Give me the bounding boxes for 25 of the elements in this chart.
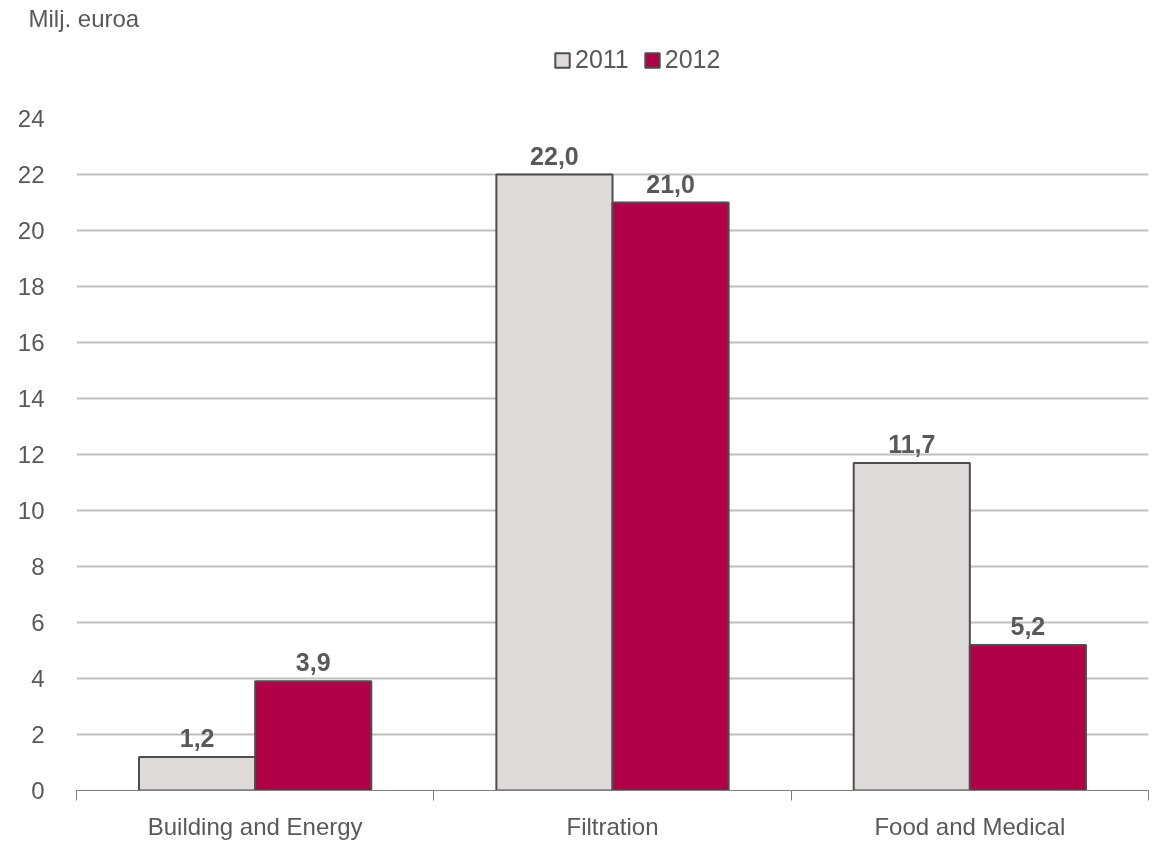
y-tick-label: 12 — [17, 441, 45, 468]
legend-label: 2012 — [664, 45, 721, 74]
y-tick-label: 24 — [17, 105, 45, 132]
x-tick-label: Building and Energy — [147, 812, 363, 840]
data-label: 3,9 — [295, 648, 331, 677]
data-label: 21,0 — [646, 169, 695, 198]
data-label: 22,0 — [530, 141, 579, 170]
data-label: 5,2 — [1010, 611, 1046, 640]
y-tick-label: 6 — [31, 609, 45, 636]
x-tick-label: Food and Medical — [874, 812, 1066, 840]
y-tick-label: 8 — [31, 553, 45, 580]
y-tick-label: 2 — [31, 721, 45, 748]
y-tick-label: 0 — [31, 777, 45, 804]
data-label: 11,7 — [888, 429, 936, 458]
legend-label: 2011 — [575, 45, 629, 74]
y-tick-label: 4 — [31, 665, 45, 692]
y-tick-label: 18 — [17, 273, 45, 300]
y-tick-label: 22 — [17, 161, 45, 188]
y-tick-label: 10 — [17, 497, 45, 524]
y-axis-title: Milj. euroa — [28, 4, 140, 32]
y-tick-label: 16 — [17, 329, 45, 356]
data-label: 1,2 — [179, 723, 215, 752]
y-tick-label: 20 — [17, 217, 45, 244]
x-tick-label: Filtration — [566, 812, 659, 840]
y-tick-label: 14 — [17, 385, 45, 412]
